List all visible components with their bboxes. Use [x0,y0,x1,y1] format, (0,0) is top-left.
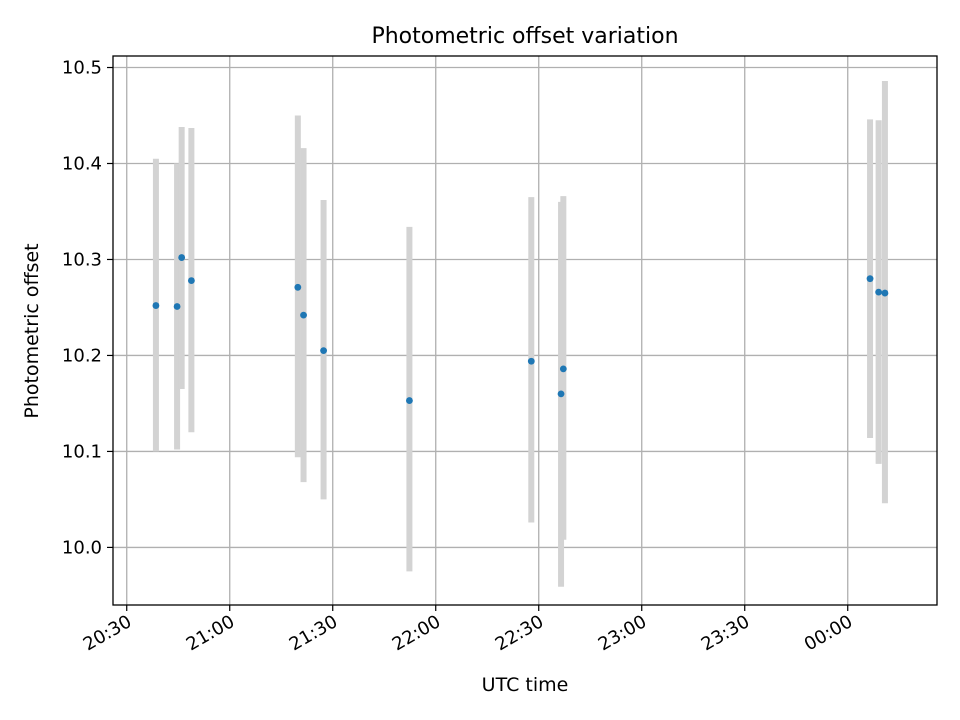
y-axis-ticks: 10.0 10.1 10.2 10.3 10.4 10.5 [62,58,113,558]
y-tick-label: 10.3 [62,249,102,270]
data-point [300,311,307,319]
y-tick-label: 10.0 [62,537,102,558]
data-point [294,283,302,291]
data-point [527,357,535,365]
data-point [152,302,160,309]
chart-title: Photometric offset variation [371,24,678,49]
data-point [559,365,567,373]
data-point [178,254,186,261]
plot-area-frame [112,55,938,606]
y-axis-title: Photometric offset [21,243,43,418]
y-tick-label: 10.5 [62,58,102,79]
data-point [173,303,181,310]
data-point [557,390,565,398]
data-points [152,254,889,404]
data-point [406,397,413,404]
data-point [866,275,874,283]
x-axis-title: UTC time [482,674,569,696]
plot-area-background [113,56,937,605]
data-point [875,288,883,296]
data-point [881,289,889,297]
grid-lines [113,56,937,605]
y-tick-label: 10.2 [62,345,102,366]
data-point [320,347,327,355]
y-tick-label: 10.1 [62,441,102,462]
y-tick-label: 10.4 [62,153,102,174]
data-point [187,277,195,284]
